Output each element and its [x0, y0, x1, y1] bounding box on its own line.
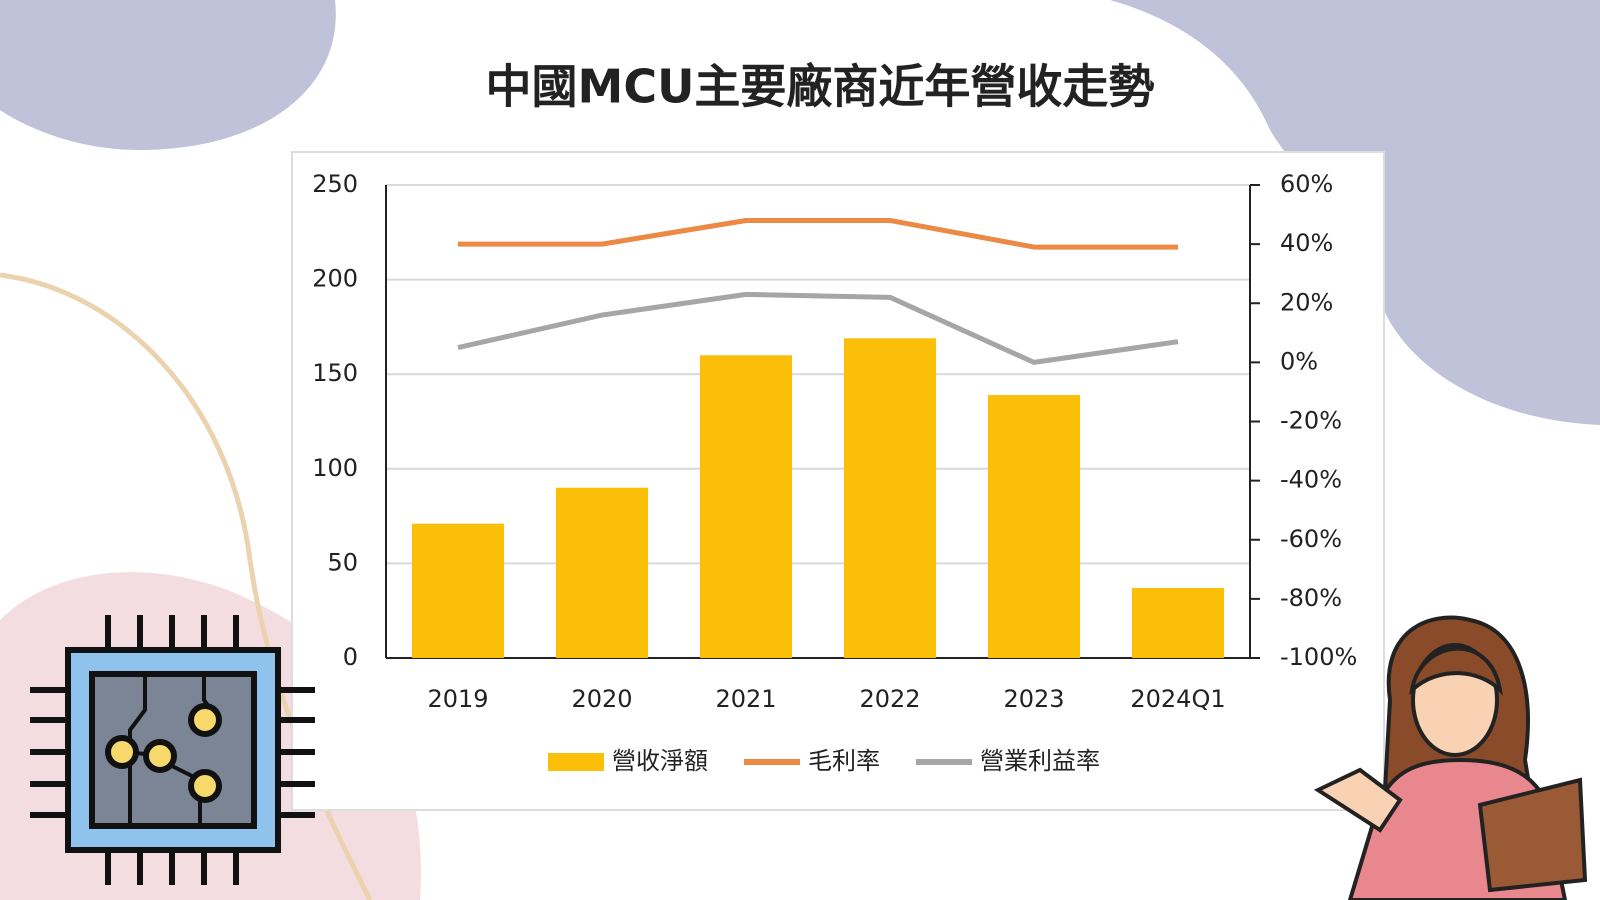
x-tick-label: 2021 [715, 685, 776, 713]
x-tick-label: 2020 [571, 685, 632, 713]
y2-tick-label: 60% [1280, 170, 1333, 198]
blob [0, 0, 336, 150]
x-tick-label: 2022 [859, 685, 920, 713]
bar [1131, 587, 1225, 658]
bar [699, 355, 793, 658]
legend-label: 毛利率 [808, 747, 880, 775]
y2-tick-label: -40% [1280, 466, 1342, 494]
y-tick-label: 200 [312, 265, 358, 293]
y-tick-label: 100 [312, 454, 358, 482]
x-tick-label: 2024Q1 [1130, 685, 1225, 713]
teacher-illustration [1313, 615, 1588, 900]
chip-icon [30, 615, 315, 885]
y2-tick-label: -80% [1280, 584, 1342, 612]
legend-label: 營業利益率 [980, 747, 1100, 775]
y-tick-label: 150 [312, 359, 358, 387]
bar [555, 487, 649, 658]
y2-tick-label: 20% [1280, 288, 1333, 316]
y2-tick-label: -60% [1280, 525, 1342, 553]
x-tick-label: 2019 [427, 685, 488, 713]
chart-title: 中國MCU主要廠商近年營收走勢 [486, 60, 1155, 114]
y-tick-label: 0 [343, 643, 358, 671]
y2-tick-label: -100% [1280, 643, 1357, 671]
legend-label: 營收淨額 [612, 747, 708, 775]
line [457, 291, 1179, 365]
x-tick-label: 2023 [1003, 685, 1064, 713]
y2-tick-label: 40% [1280, 229, 1333, 257]
y2-tick-label: -20% [1280, 407, 1342, 435]
line [458, 217, 1178, 250]
chart-panel [291, 151, 1385, 811]
bar [411, 523, 505, 658]
bar [987, 395, 1081, 658]
legend-swatch [548, 753, 604, 771]
y-tick-label: 250 [312, 170, 358, 198]
y-tick-label: 50 [327, 548, 358, 576]
bar [843, 338, 937, 658]
y2-tick-label: 0% [1280, 347, 1318, 375]
